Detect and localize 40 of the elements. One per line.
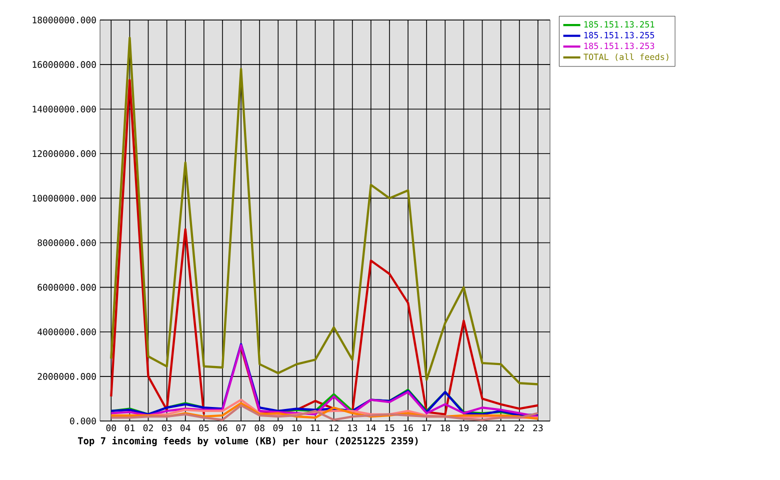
text: Top 7 incoming feeds by volume (KB) per hour (20251225 2359)	[78, 436, 418, 446]
y-tick-label: 6000000.000	[38, 284, 96, 291]
x-tick-label: 10	[292, 424, 302, 432]
y-tick-label: 2000000.000	[38, 373, 96, 380]
x-tick-label: 13	[348, 424, 358, 432]
legend-label: 185.151.13.251	[584, 21, 654, 28]
x-tick-label: 00	[106, 424, 116, 432]
x-tick-label: 21	[496, 424, 506, 432]
x-tick-label: 16	[404, 424, 413, 432]
x-tick-label: 18	[440, 424, 450, 432]
y-tick-label: 10000000.000	[32, 194, 96, 202]
x-tick-label: 23	[533, 424, 543, 432]
legend-label: 185.151.13.255	[584, 32, 654, 38]
y-tick-label: 12000000.000	[32, 150, 96, 158]
x-tick-label: 15	[385, 424, 394, 432]
x-tick-label: 07	[236, 424, 246, 432]
x-tick-label: 06	[218, 424, 228, 432]
x-tick-label: 19	[459, 424, 469, 432]
x-tick-label: 03	[162, 424, 172, 432]
y-tick-label: 0.000	[70, 418, 96, 424]
x-tick-label: 02	[143, 424, 153, 432]
x-tick-label: 01	[124, 424, 134, 432]
x-tick-label: 11	[310, 424, 320, 432]
x-tick-label: 08	[254, 424, 264, 432]
x-tick-label: 17	[422, 424, 432, 432]
legend-label: 185.151.13.253	[584, 42, 654, 50]
line-series	[110, 36, 540, 386]
x-tick-label: 12	[330, 424, 338, 432]
legend-label: TOTAL (all feeds)	[584, 53, 668, 62]
x-tick-label: 20	[478, 424, 488, 432]
x-tick-label: 05	[199, 424, 209, 432]
y-tick-label: 16000000.000	[32, 61, 96, 68]
y-tick-label: 8000000.000	[38, 239, 96, 246]
y-tick-label: 4000000.000	[38, 328, 96, 336]
y-tick-label: 18000000.000	[32, 16, 96, 24]
x-tick-label: 04	[180, 424, 190, 432]
y-tick-label: 14000000.000	[32, 106, 96, 112]
x-tick-label: 09	[273, 424, 283, 432]
x-tick-label: 22	[514, 424, 524, 432]
x-tick-label: 14	[366, 424, 376, 432]
